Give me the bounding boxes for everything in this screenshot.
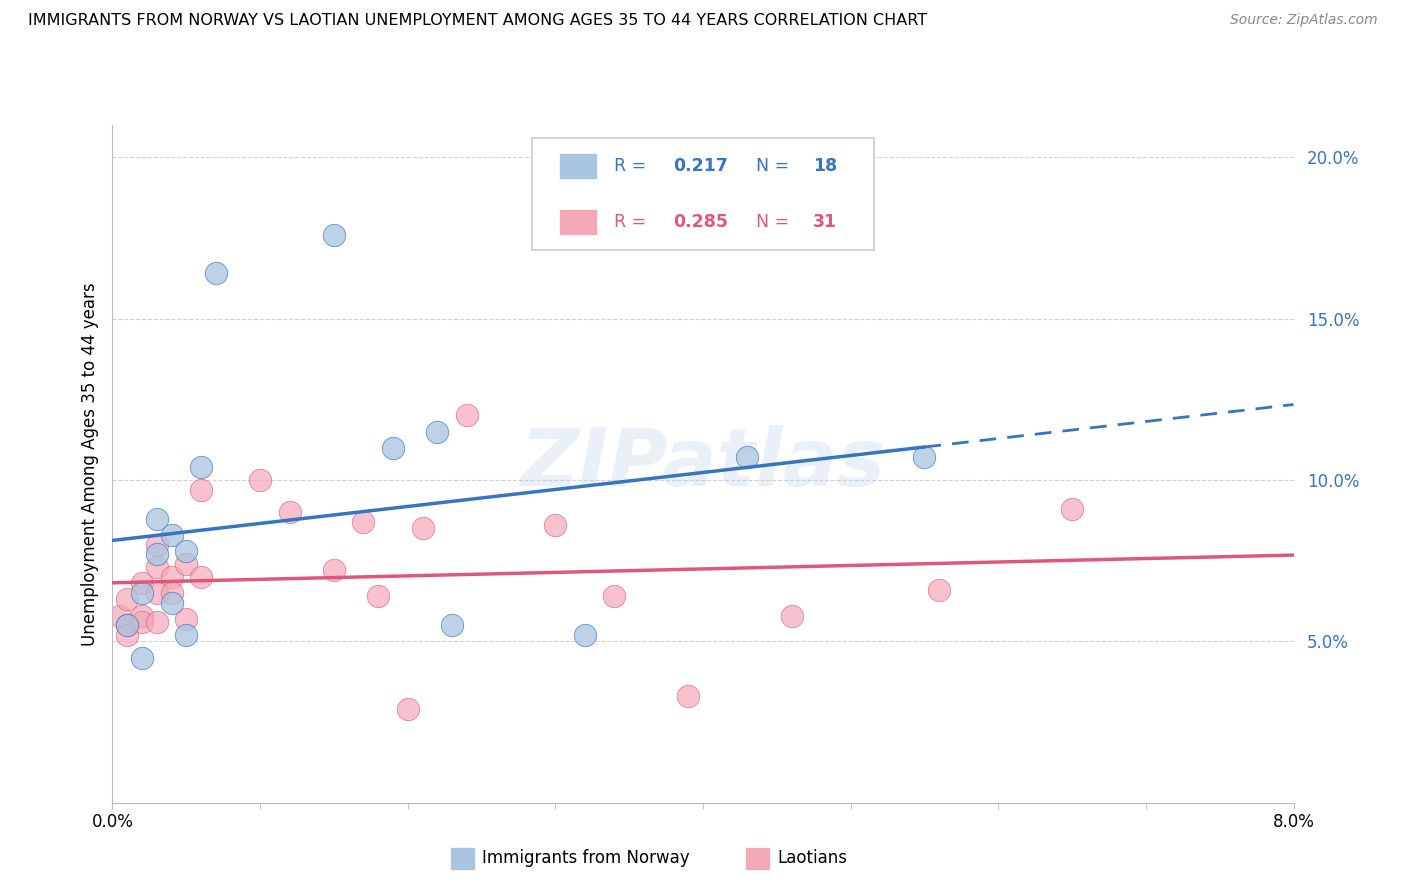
Point [544, 518, 567, 533]
Point [678, 690, 700, 704]
Point [131, 608, 153, 623]
Point [146, 560, 169, 574]
Text: Laotians: Laotians [778, 849, 848, 867]
Point [780, 608, 803, 623]
Point [160, 570, 183, 584]
Point [146, 537, 169, 551]
Text: Immigrants from Norway: Immigrants from Norway [482, 849, 690, 867]
Point [382, 441, 405, 455]
Text: 0.285: 0.285 [673, 212, 728, 231]
Point [914, 450, 936, 465]
Point [174, 557, 197, 571]
Text: 18: 18 [813, 157, 837, 175]
Point [131, 650, 153, 665]
Point [928, 582, 950, 597]
Point [249, 473, 271, 487]
Point [396, 702, 419, 716]
Point [603, 589, 626, 603]
Text: 0.217: 0.217 [673, 157, 728, 175]
Point [131, 576, 153, 591]
Point [131, 615, 153, 629]
Point [146, 512, 169, 526]
Point [160, 528, 183, 542]
Text: IMMIGRANTS FROM NORWAY VS LAOTIAN UNEMPLOYMENT AMONG AGES 35 TO 44 YEARS CORRELA: IMMIGRANTS FROM NORWAY VS LAOTIAN UNEMPL… [28, 13, 927, 29]
Text: N =: N = [756, 157, 794, 175]
Point [441, 618, 464, 632]
Point [412, 521, 434, 535]
Point [174, 612, 197, 626]
Point [456, 409, 478, 423]
Text: R =: R = [614, 212, 652, 231]
Point [117, 628, 138, 642]
Point [1062, 502, 1084, 516]
Point [574, 628, 596, 642]
Point [278, 505, 301, 519]
Text: 31: 31 [813, 212, 837, 231]
Point [160, 596, 183, 610]
FancyBboxPatch shape [531, 138, 875, 251]
Point [131, 586, 153, 600]
FancyBboxPatch shape [560, 153, 596, 179]
Point [174, 628, 197, 642]
Point [190, 460, 212, 475]
Point [352, 515, 374, 529]
Point [160, 586, 183, 600]
Text: R =: R = [614, 157, 652, 175]
Point [117, 618, 138, 632]
Point [737, 450, 759, 465]
Point [146, 547, 169, 561]
Text: Source: ZipAtlas.com: Source: ZipAtlas.com [1230, 13, 1378, 28]
Point [323, 227, 346, 242]
Point [146, 615, 169, 629]
Text: N =: N = [756, 212, 794, 231]
Point [190, 483, 212, 497]
FancyBboxPatch shape [560, 209, 596, 235]
Point [174, 544, 197, 558]
Y-axis label: Unemployment Among Ages 35 to 44 years: Unemployment Among Ages 35 to 44 years [80, 282, 98, 646]
Text: ZIPatlas: ZIPatlas [520, 425, 886, 503]
Point [117, 618, 138, 632]
Point [108, 608, 131, 623]
Point [205, 266, 228, 280]
Point [190, 570, 212, 584]
Point [323, 563, 346, 577]
Point [146, 586, 169, 600]
Point [426, 425, 449, 439]
Point [367, 589, 389, 603]
Point [117, 592, 138, 607]
